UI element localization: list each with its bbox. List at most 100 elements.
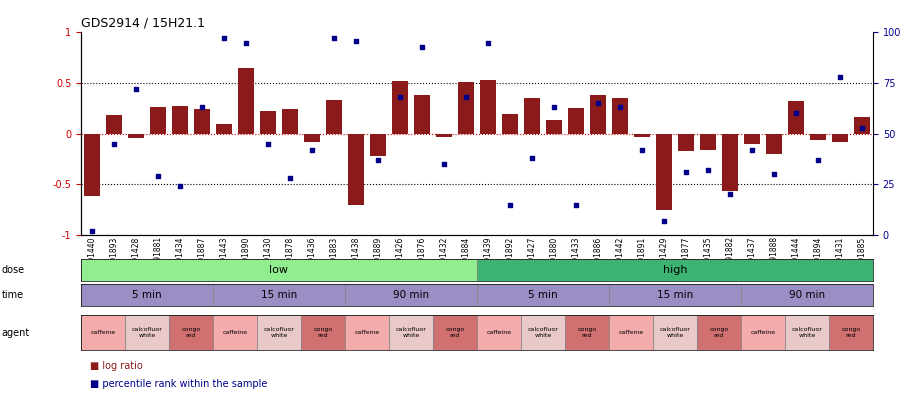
Text: caffeine: caffeine (222, 330, 248, 335)
Bar (634, 134, 650, 137)
Text: caffeine: caffeine (618, 330, 644, 335)
Point (371, 157, 385, 163)
FancyBboxPatch shape (609, 284, 741, 306)
Text: calcofluor
white: calcofluor white (131, 327, 162, 338)
Text: low: low (269, 265, 289, 275)
Text: 15 min: 15 min (657, 290, 693, 300)
Text: GDS2914 / 15H21.1: GDS2914 / 15H21.1 (81, 17, 205, 30)
Bar (327, 100, 342, 134)
Text: 5 min: 5 min (132, 290, 162, 300)
FancyBboxPatch shape (81, 315, 125, 350)
Point (238, 39, 253, 46)
Point (613, 104, 627, 111)
FancyBboxPatch shape (829, 315, 873, 350)
Bar (458, 82, 473, 134)
FancyBboxPatch shape (345, 284, 477, 306)
FancyBboxPatch shape (81, 284, 213, 306)
Point (173, 183, 187, 190)
Point (701, 167, 716, 173)
Text: calcofluor
white: calcofluor white (527, 327, 558, 338)
Bar (392, 81, 408, 134)
Point (657, 217, 671, 224)
Point (767, 171, 781, 177)
Text: caffeine: caffeine (355, 330, 380, 335)
Bar (656, 134, 671, 210)
Text: congo
red: congo red (446, 327, 464, 338)
Text: 15 min: 15 min (261, 290, 297, 300)
FancyBboxPatch shape (741, 315, 785, 350)
Point (107, 141, 122, 147)
Bar (172, 107, 188, 134)
Text: calcofluor
white: calcofluor white (396, 327, 427, 338)
Point (832, 74, 847, 80)
Bar (150, 107, 166, 134)
Point (459, 94, 473, 100)
Point (547, 104, 562, 111)
Point (85, 228, 99, 234)
Point (525, 155, 539, 161)
Bar (810, 134, 825, 140)
Point (481, 39, 495, 46)
Text: calcofluor
white: calcofluor white (264, 327, 294, 338)
Point (503, 201, 517, 208)
FancyBboxPatch shape (125, 315, 169, 350)
Point (349, 37, 364, 44)
Bar (525, 98, 540, 134)
FancyBboxPatch shape (477, 284, 609, 306)
Bar (590, 95, 606, 134)
FancyBboxPatch shape (785, 315, 829, 350)
FancyBboxPatch shape (301, 315, 345, 350)
Point (129, 86, 143, 92)
FancyBboxPatch shape (213, 315, 257, 350)
Text: ■ percentile rank within the sample: ■ percentile rank within the sample (90, 379, 267, 389)
Point (723, 191, 737, 198)
Point (590, 100, 605, 107)
FancyBboxPatch shape (653, 315, 697, 350)
Bar (744, 134, 760, 144)
Text: time: time (2, 290, 24, 300)
Text: congo
red: congo red (578, 327, 597, 338)
Bar (238, 68, 254, 134)
Text: calcofluor
white: calcofluor white (792, 327, 823, 338)
FancyBboxPatch shape (697, 315, 741, 350)
Bar (766, 134, 782, 154)
Bar (304, 134, 320, 142)
Point (283, 175, 297, 181)
Point (569, 201, 583, 208)
Bar (568, 109, 584, 134)
Point (788, 110, 803, 117)
FancyBboxPatch shape (433, 315, 477, 350)
Text: ■ log ratio: ■ log ratio (90, 360, 143, 371)
FancyBboxPatch shape (565, 315, 609, 350)
Bar (854, 117, 869, 134)
Bar (370, 134, 386, 156)
Text: 90 min: 90 min (393, 290, 429, 300)
Point (217, 35, 231, 42)
Bar (546, 121, 562, 134)
FancyBboxPatch shape (81, 259, 477, 281)
Bar (216, 124, 231, 134)
Text: caffeine: caffeine (90, 330, 115, 335)
Bar (129, 134, 144, 138)
Bar (414, 95, 429, 134)
Bar (723, 134, 738, 192)
Text: dose: dose (2, 265, 25, 275)
Point (327, 35, 341, 42)
Bar (788, 101, 804, 134)
Bar (832, 134, 848, 142)
Point (194, 104, 209, 111)
Bar (436, 134, 452, 137)
Point (392, 94, 407, 100)
Text: congo
red: congo red (709, 327, 729, 338)
FancyBboxPatch shape (477, 315, 521, 350)
Point (415, 43, 429, 50)
Point (305, 147, 320, 153)
Bar (502, 115, 518, 134)
FancyBboxPatch shape (521, 315, 565, 350)
Bar (106, 115, 122, 134)
Point (745, 147, 760, 153)
Point (261, 141, 275, 147)
FancyBboxPatch shape (609, 315, 653, 350)
Point (679, 169, 693, 175)
Bar (679, 134, 694, 151)
